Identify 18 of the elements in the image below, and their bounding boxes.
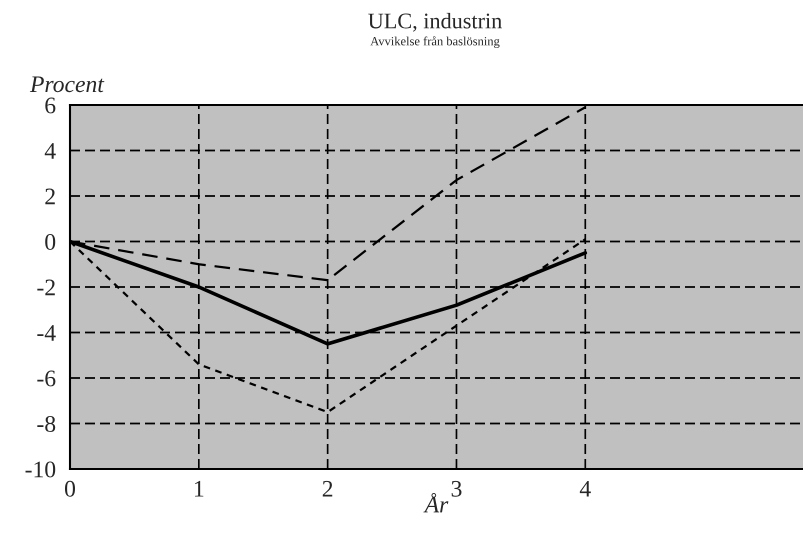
chart-subtitle: Avvikelse från baslösning	[370, 36, 500, 48]
y-tick-label: -6	[37, 370, 56, 386]
x-tick-label: 2	[322, 480, 332, 496]
y-tick-label: 6	[45, 98, 56, 114]
y-tick-label: -10	[26, 461, 56, 478]
y-tick-label: -4	[37, 325, 56, 341]
x-tick-label: 3	[452, 480, 462, 497]
y-tick-label: 4	[44, 143, 56, 159]
y-tick-label: 0	[45, 234, 56, 250]
x-tick-label: 4	[580, 480, 591, 496]
x-axis-title: År	[423, 493, 448, 512]
y-tick-label: -8	[37, 416, 56, 432]
y-axis-title: Procent	[30, 76, 104, 92]
x-tick-label: 1	[194, 480, 204, 496]
y-tick-label: -2	[37, 280, 55, 296]
chart-title: ULC, industrin	[368, 12, 502, 32]
x-tick-label: 0	[64, 480, 76, 497]
y-tick-label: 2	[45, 188, 55, 204]
